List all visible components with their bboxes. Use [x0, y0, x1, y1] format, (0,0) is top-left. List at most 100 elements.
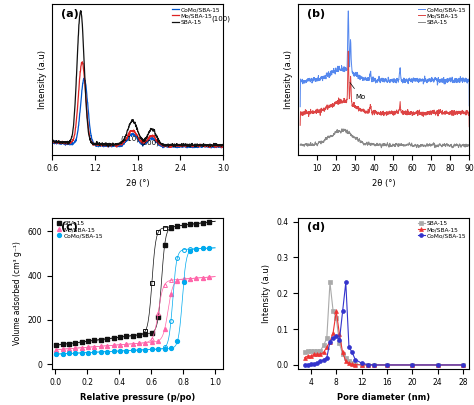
CoMo/SBA-15	[60, 352, 65, 356]
CoMo/SBA-15	[314, 361, 320, 366]
CoMo/SBA-15	[149, 347, 155, 352]
Mo/SBA-15	[179, 142, 185, 147]
CoMo/SBA-15	[435, 362, 440, 367]
Mo/SBA-15	[194, 276, 200, 281]
CoMo/SBA-15	[430, 78, 436, 83]
CoMo/SBA-15	[53, 352, 59, 356]
CoMo/SBA-15	[375, 79, 381, 83]
Text: (b): (b)	[307, 9, 325, 19]
Text: (a): (a)	[61, 9, 78, 19]
SBA-15	[380, 143, 385, 148]
Mo/SBA-15	[384, 362, 390, 367]
X-axis label: 2θ (°): 2θ (°)	[372, 179, 396, 188]
Mo/SBA-15	[353, 362, 358, 367]
Mo/SBA-15	[219, 145, 224, 150]
CoMo/SBA-15	[340, 309, 346, 313]
CoMo/SBA-15	[200, 246, 206, 251]
SBA-15	[318, 348, 323, 353]
CoMo/SBA-15	[318, 359, 323, 364]
Text: (c): (c)	[61, 222, 78, 232]
CoMo/SBA-15	[353, 357, 358, 362]
Mo/SBA-15	[306, 112, 312, 117]
SBA-15	[379, 145, 384, 150]
CoMo/SBA-15	[197, 143, 202, 148]
SBA-15	[339, 126, 345, 131]
CoMo/SBA-15	[359, 361, 365, 366]
Mo/SBA-15	[60, 347, 65, 352]
SBA-15	[60, 342, 65, 347]
SBA-15	[153, 133, 159, 138]
Mo/SBA-15	[181, 277, 187, 281]
Line: SBA-15: SBA-15	[300, 129, 469, 148]
SBA-15	[359, 362, 365, 367]
Mo/SBA-15	[149, 340, 155, 345]
CoMo/SBA-15	[174, 145, 180, 150]
CoMo/SBA-15	[153, 139, 159, 144]
CoMo/SBA-15	[130, 348, 136, 353]
CoMo/SBA-15	[85, 350, 91, 355]
SBA-15	[143, 332, 148, 337]
SBA-15	[98, 337, 104, 342]
Mo/SBA-15	[197, 143, 202, 147]
Mo/SBA-15	[311, 352, 317, 357]
Mo/SBA-15	[79, 345, 84, 350]
Mo/SBA-15	[136, 341, 142, 346]
CoMo/SBA-15	[311, 361, 317, 366]
Mo/SBA-15	[330, 330, 336, 335]
Mo/SBA-15	[297, 123, 303, 128]
CoMo/SBA-15	[181, 279, 187, 284]
SBA-15	[66, 341, 72, 346]
SBA-15	[220, 143, 226, 147]
Mo/SBA-15	[435, 362, 440, 367]
SBA-15	[179, 143, 185, 148]
X-axis label: Pore diameter (nm): Pore diameter (nm)	[337, 393, 430, 402]
Line: Mo/SBA-15: Mo/SBA-15	[52, 62, 223, 148]
Mo/SBA-15	[200, 275, 206, 280]
SBA-15	[158, 141, 164, 146]
CoMo/SBA-15	[460, 362, 466, 367]
Mo/SBA-15	[174, 278, 180, 283]
Mo/SBA-15	[187, 276, 193, 281]
Mo/SBA-15	[308, 354, 314, 358]
SBA-15	[79, 339, 84, 344]
SBA-15	[305, 348, 310, 353]
Line: CoMo/SBA-15: CoMo/SBA-15	[54, 246, 211, 356]
Legend: SBA-15, Mo/SBA-15, CoMo/SBA-15: SBA-15, Mo/SBA-15, CoMo/SBA-15	[418, 221, 466, 239]
SBA-15	[314, 348, 320, 353]
CoMo/SBA-15	[337, 337, 342, 342]
SBA-15	[311, 348, 317, 353]
CoMo/SBA-15	[143, 347, 148, 352]
CoMo/SBA-15	[104, 349, 110, 354]
CoMo/SBA-15	[462, 78, 467, 83]
Mo/SBA-15	[158, 143, 164, 147]
SBA-15	[130, 333, 136, 338]
Mo/SBA-15	[153, 139, 159, 143]
Line: CoMo/SBA-15: CoMo/SBA-15	[303, 281, 465, 367]
SBA-15	[302, 350, 308, 355]
SBA-15	[73, 340, 78, 345]
Mo/SBA-15	[130, 341, 136, 346]
CoMo/SBA-15	[349, 350, 355, 355]
Mo/SBA-15	[337, 332, 342, 337]
Mo/SBA-15	[460, 362, 466, 367]
Mo/SBA-15	[343, 359, 349, 364]
CoMo/SBA-15	[305, 362, 310, 367]
SBA-15	[349, 361, 355, 366]
Mo/SBA-15	[462, 111, 467, 116]
CoMo/SBA-15	[98, 350, 104, 354]
Y-axis label: Volume adsorbed (cm³ g⁻¹): Volume adsorbed (cm³ g⁻¹)	[13, 241, 22, 345]
Mo/SBA-15	[66, 346, 72, 351]
Line: Mo/SBA-15: Mo/SBA-15	[303, 309, 465, 367]
SBA-15	[60, 141, 65, 146]
Mo/SBA-15	[346, 361, 352, 366]
CoMo/SBA-15	[49, 140, 55, 145]
CoMo/SBA-15	[306, 78, 312, 83]
SBA-15	[330, 309, 336, 313]
SBA-15	[346, 359, 352, 364]
SBA-15	[343, 355, 349, 360]
Legend: CoMo/SBA-15, Mo/SBA-15, SBA-15: CoMo/SBA-15, Mo/SBA-15, SBA-15	[418, 7, 466, 25]
SBA-15	[321, 343, 327, 347]
Mo/SBA-15	[327, 339, 333, 344]
SBA-15	[200, 220, 206, 225]
Mo/SBA-15	[60, 141, 65, 146]
